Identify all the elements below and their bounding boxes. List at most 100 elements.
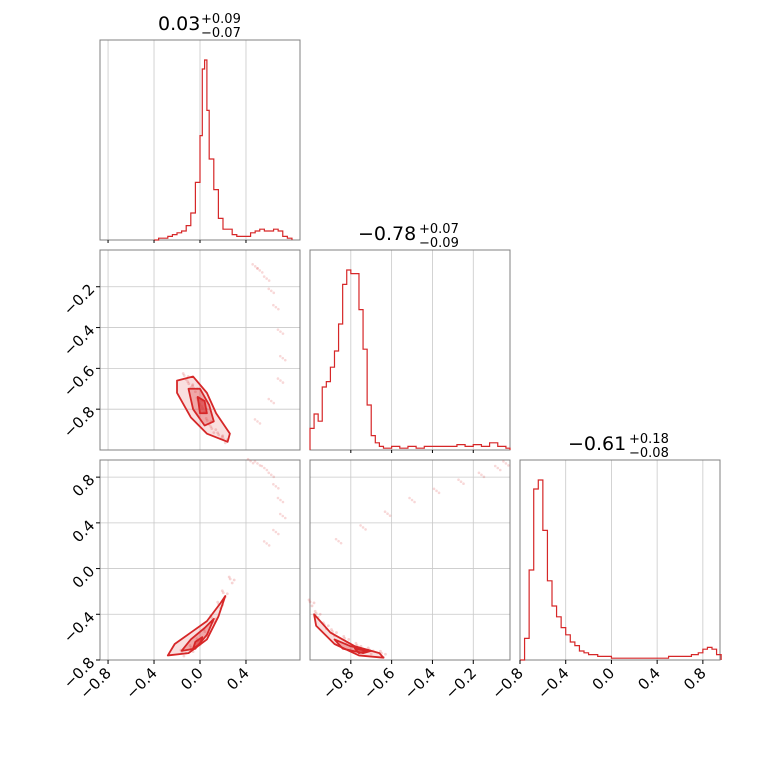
title-param-1-plus: +0.07 [419, 222, 459, 237]
scatter-point-tail [410, 498, 414, 502]
scatter-point [228, 577, 232, 581]
scatter-point-tail [283, 516, 287, 520]
contour-outer [313, 613, 385, 659]
scatter-point [194, 390, 197, 394]
scatter-point [366, 646, 370, 650]
scatter-point [209, 425, 213, 428]
scatter-point-tail [502, 460, 505, 463]
scatter-point-tail [251, 461, 255, 465]
scatter-point-tail [253, 460, 257, 463]
histogram-param-2 [520, 479, 722, 661]
y-tick-label-row1-0: −0.8 [60, 403, 98, 441]
scatter-point [216, 600, 220, 604]
histogram-param-0 [154, 59, 293, 241]
scatter-point-tail [269, 289, 273, 293]
contour-core [192, 636, 204, 650]
scatter-point [187, 382, 191, 386]
histogram-param-1 [309, 269, 511, 450]
scatter-point-tail [256, 267, 259, 270]
scatter-point [335, 631, 338, 634]
scatter-point [342, 635, 346, 638]
scatter-point-tail [267, 544, 271, 547]
scatter-point-tail [459, 480, 463, 484]
scatter-point-tail [265, 468, 269, 472]
scatter-point-tail [437, 491, 441, 495]
scatter-point-tail [265, 277, 268, 280]
scatter-point-tail [277, 532, 280, 536]
scatter-point-tail [276, 496, 280, 500]
x-tick-label-col1-1: −0.6 [360, 664, 398, 702]
scatter-point-tail [276, 377, 280, 380]
scatter-point [220, 435, 224, 439]
scatter-point-tail [272, 303, 275, 307]
scatter-point [227, 575, 231, 579]
scatter-point [220, 589, 224, 593]
scatter-point-tail [267, 471, 271, 475]
scatter-point-tail [274, 484, 278, 488]
bottom-axis: −0.8 −0.4 0.0 0.4 −0.8 −0.6 −0.4 −0.2 −0.8 −0.4 0.… [76, 660, 710, 703]
scatter-point-tail [278, 512, 282, 516]
scatter-point-tail [272, 475, 276, 479]
title-param-2-minus: −0.08 [629, 446, 669, 461]
scatter-point [379, 649, 382, 653]
scatter-point-tail [477, 471, 481, 475]
scatter-point-tail [272, 401, 276, 405]
scatter-point-tail [274, 530, 278, 534]
scatter-point-tail [255, 267, 259, 270]
scatter-point [384, 652, 387, 656]
scatter-point [318, 612, 322, 616]
scatter-point-tail [260, 271, 264, 274]
title-param-0-plus: +0.09 [201, 12, 241, 27]
y-tick-label-row1-2: −0.4 [60, 321, 98, 359]
scatter-point-tail [258, 464, 262, 467]
contour-core [196, 396, 208, 415]
title-param-2-main: −0.61 [568, 433, 626, 455]
scatter-point [313, 609, 317, 613]
scatter-point [310, 604, 314, 608]
scatter-point [182, 374, 186, 377]
scatter-point-tail [277, 486, 280, 490]
scatter-point-tail [274, 305, 278, 309]
scatter-point-tail [265, 542, 268, 545]
y-tick-label-row2-4: 0.8 [69, 471, 99, 501]
scatter-point [221, 434, 225, 438]
scatter-point-tail [281, 332, 285, 335]
scatter-point-tail [258, 269, 262, 272]
scatter-point-tail [504, 462, 508, 465]
scatter-point-tail [339, 541, 343, 545]
scatter-point [181, 372, 185, 375]
scatter-point [217, 433, 221, 437]
panel-frame [309, 459, 511, 661]
scatter-point-tail [253, 265, 257, 268]
scatter-point [204, 417, 208, 420]
scatter-point [210, 427, 214, 430]
scatter-point-tail [480, 473, 483, 477]
scatter-point [188, 644, 192, 647]
scatter-point-tail [246, 457, 250, 461]
scatter-point [354, 641, 358, 645]
scatter-point-tail [269, 473, 273, 477]
scatter-point-tail [267, 397, 271, 401]
scatter-point-tail [359, 524, 362, 527]
scatter-point-tail [253, 418, 257, 421]
contour-inner [180, 617, 215, 652]
x-tick-label-col1-3: −0.2 [442, 664, 480, 702]
y-tick-label-row2-1: −0.4 [60, 608, 98, 646]
title-param-2-plus: +0.18 [629, 432, 669, 447]
scatter-point-tail [432, 487, 436, 491]
scatter-point-tail [276, 328, 280, 331]
panel-hist-param-0 [99, 39, 301, 243]
scatter-point [216, 431, 220, 435]
y-tick-label-row2-2: 0.0 [69, 562, 99, 592]
x-tick-label-col0-2: 0.0 [177, 664, 207, 694]
scatter-point-tail [281, 500, 285, 504]
x-tick-label-col2-1: −0.4 [534, 664, 572, 702]
scatter-point-tail [260, 464, 264, 468]
scatter-point [307, 598, 311, 602]
x-tick-label-col1-0: −0.8 [319, 664, 357, 702]
panel-hist-param-2 [519, 459, 722, 661]
scatter-point-tail [457, 478, 460, 482]
scatter-point-tail [256, 462, 259, 465]
y-tick-label-row2-3: 0.4 [69, 516, 99, 546]
title-param-2: −0.61 +0.18 −0.08 [568, 432, 669, 461]
